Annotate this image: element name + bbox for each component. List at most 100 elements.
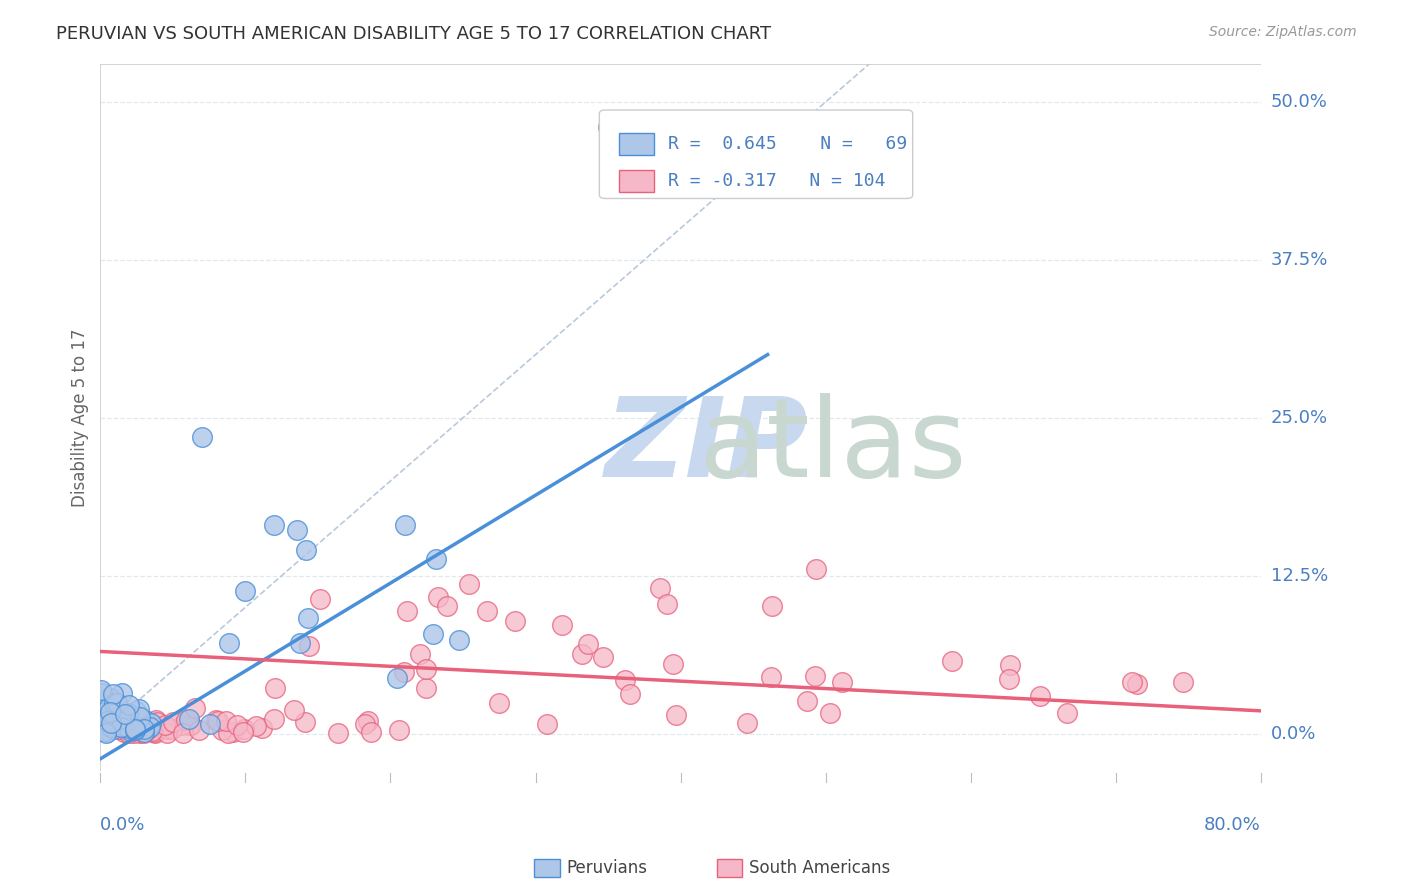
Point (232, 725, 254, 739)
Point (188, 723, 211, 738)
Point (426, 590, 449, 604)
Point (422, 627, 444, 641)
Point (394, 665, 416, 680)
Point (1000, 657, 1022, 672)
Point (129, 718, 152, 732)
Point (93, 724, 115, 739)
Point (357, 714, 380, 728)
Point (112, 715, 135, 730)
Point (108, 722, 131, 736)
Point (263, 518, 285, 533)
Point (458, 577, 481, 591)
Point (180, 718, 202, 732)
Point (103, 712, 125, 726)
Point (118, 717, 141, 731)
Point (619, 688, 641, 702)
Point (409, 647, 432, 661)
Point (98, 691, 121, 706)
FancyBboxPatch shape (619, 133, 654, 155)
Point (129, 714, 152, 728)
Point (134, 713, 156, 727)
Point (153, 718, 176, 732)
Point (222, 725, 245, 739)
Text: R =  0.645    N =   69: R = 0.645 N = 69 (668, 135, 907, 153)
Text: Source: ZipAtlas.com: Source: ZipAtlas.com (1209, 25, 1357, 39)
Point (394, 518, 416, 533)
Point (98, 718, 121, 732)
Point (128, 702, 150, 716)
Point (115, 725, 138, 739)
Point (143, 726, 166, 740)
Point (143, 725, 166, 739)
Point (128, 710, 150, 724)
Point (124, 726, 146, 740)
Point (90, 696, 112, 710)
Point (207, 714, 229, 728)
Point (385, 671, 408, 685)
Point (129, 710, 152, 724)
Point (98, 706, 121, 720)
Point (97, 700, 120, 714)
Point (436, 599, 458, 614)
Point (294, 543, 316, 558)
Point (665, 708, 688, 723)
Point (110, 720, 132, 734)
Point (108, 713, 131, 727)
Point (415, 662, 437, 676)
Point (124, 722, 146, 736)
Point (101, 687, 124, 701)
Point (245, 719, 267, 733)
Point (105, 696, 128, 710)
Point (571, 647, 593, 661)
Point (118, 698, 141, 712)
Point (90, 718, 112, 732)
Point (129, 726, 152, 740)
Point (145, 713, 167, 727)
Point (217, 725, 239, 739)
Point (1056, 706, 1078, 720)
Point (114, 707, 136, 722)
Text: 37.5%: 37.5% (1271, 251, 1329, 268)
Point (232, 722, 254, 736)
Text: 80.0%: 80.0% (1204, 815, 1261, 834)
Point (90, 721, 112, 735)
Point (294, 714, 316, 729)
Point (103, 696, 125, 710)
Point (103, 714, 125, 728)
Point (96, 725, 118, 739)
Point (354, 717, 377, 731)
Point (156, 723, 179, 737)
Point (551, 618, 574, 632)
Point (613, 673, 636, 687)
Point (415, 681, 437, 695)
Point (396, 604, 419, 618)
Point (93, 693, 115, 707)
Point (108, 707, 131, 722)
Point (263, 712, 285, 726)
Text: 0.0%: 0.0% (1271, 724, 1316, 742)
Point (91, 713, 114, 727)
Point (204, 713, 226, 727)
Point (96, 713, 118, 727)
Point (156, 726, 179, 740)
Point (576, 637, 599, 651)
Point (250, 722, 273, 736)
Point (735, 716, 758, 731)
Point (170, 718, 193, 732)
Point (218, 635, 240, 649)
Point (124, 723, 146, 737)
Point (103, 716, 125, 731)
Point (117, 720, 139, 734)
Point (388, 723, 411, 737)
Point (132, 725, 155, 739)
Point (488, 697, 510, 711)
Point (134, 726, 156, 740)
Point (112, 721, 135, 735)
Point (117, 721, 139, 735)
Text: ZIP: ZIP (605, 392, 808, 500)
Point (139, 715, 162, 730)
Point (127, 721, 149, 735)
Point (111, 712, 134, 726)
Text: 50.0%: 50.0% (1271, 93, 1327, 111)
Point (114, 719, 136, 733)
